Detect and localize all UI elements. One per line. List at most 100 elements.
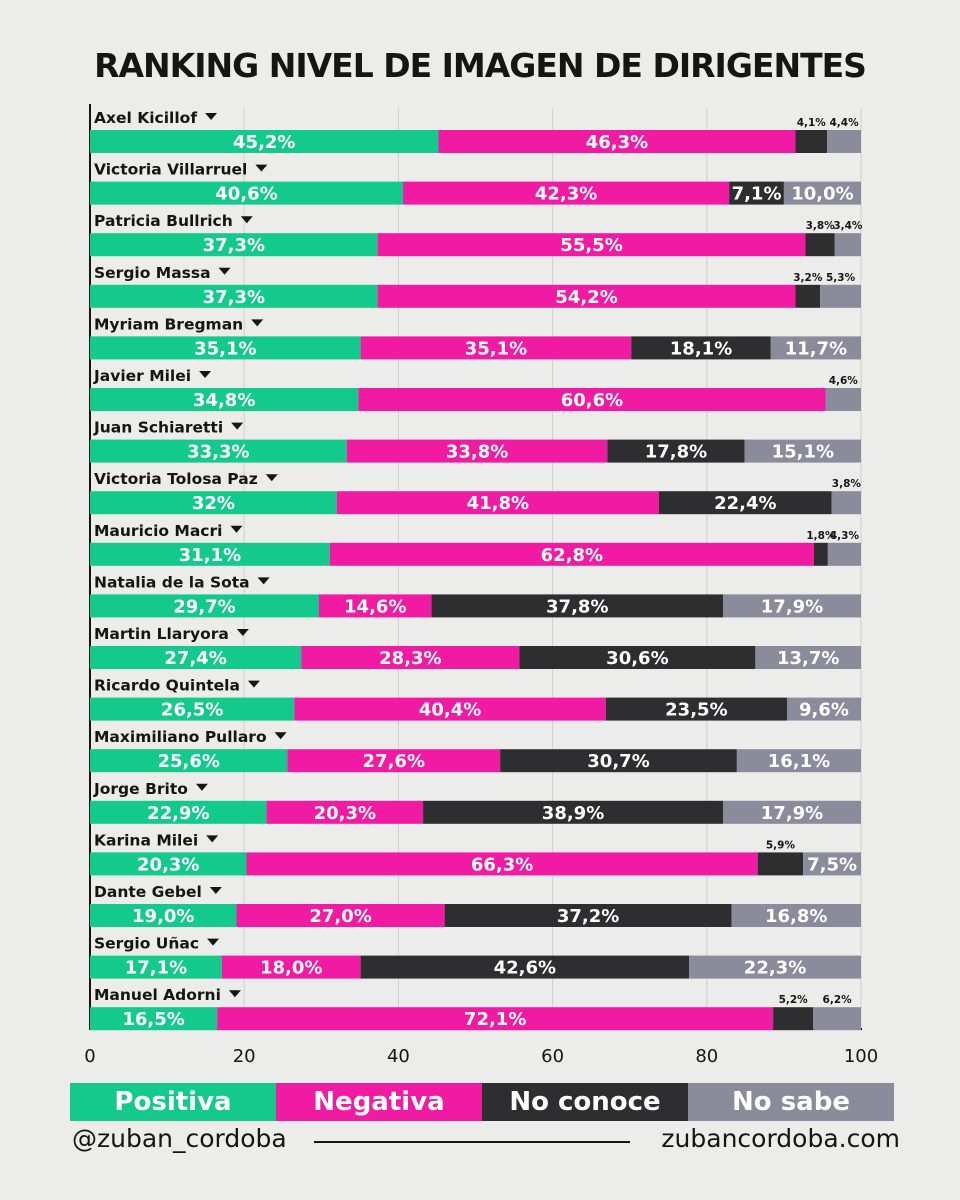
data-label: 27,0% [309, 906, 371, 927]
legend-no-sabe: No sabe [688, 1083, 894, 1121]
politician-name: Victoria Villarruel [94, 161, 247, 179]
bar-segment-no-sabe [827, 130, 861, 153]
bar-segment-positiva [90, 542, 330, 566]
bar-segment-positiva [90, 439, 347, 463]
data-label: 32% [192, 493, 235, 514]
bar-segment-positiva [90, 130, 439, 153]
data-label: 27,6% [363, 751, 425, 772]
bar-segment-no-conoce [431, 594, 723, 618]
data-label: 4,3% [830, 530, 860, 542]
bar-segment-no-sabe [770, 336, 861, 360]
bar-segment-no-conoce [805, 233, 835, 257]
data-label: 22,9% [147, 803, 209, 824]
politician-name: Natalia de la Sota [94, 573, 250, 591]
bar-segment-no-sabe [786, 697, 861, 721]
bar-segment-no-conoce [444, 904, 732, 927]
data-label: 46,3% [586, 132, 648, 153]
legend-no-conoce: No conoce [482, 1083, 688, 1121]
data-label: 15,1% [772, 442, 834, 463]
politician-name: Dante Gebel [94, 883, 202, 901]
bar-segment-positiva [90, 388, 359, 411]
data-label: 16,1% [768, 751, 830, 772]
politician-name: Victoria Tolosa Paz [94, 470, 258, 488]
bar-segment-positiva [90, 284, 378, 308]
bar-segment-no-conoce [500, 749, 737, 773]
dropdown-triangle-icon [230, 525, 243, 533]
dropdown-triangle-icon [207, 938, 220, 946]
bar-segment-positiva [90, 646, 302, 669]
data-label: 42,3% [535, 184, 597, 205]
data-label: 37,3% [203, 287, 265, 308]
legend: Positiva Negativa No conoce No sabe [70, 1083, 894, 1121]
bar-segment-no-sabe [820, 284, 861, 308]
bar-segment-positiva [90, 594, 319, 618]
bar-segment-positiva [90, 336, 361, 360]
politician-name: Patricia Bullrich [94, 212, 233, 230]
data-label: 22,4% [714, 493, 776, 514]
bar-segment-positiva [90, 749, 288, 773]
data-label: 33,3% [187, 442, 249, 463]
chart-title: RANKING NIVEL DE IMAGEN DE DIRIGENTES [94, 46, 867, 85]
legend-label-no-sabe: No sabe [732, 1087, 850, 1117]
bar-segment-negativa [217, 1007, 774, 1031]
data-label: 11,7% [785, 338, 847, 359]
legend-negativa: Negativa [276, 1083, 482, 1121]
bar-segment-negativa [336, 491, 659, 515]
bar-segment-positiva [90, 955, 222, 979]
dropdown-triangle-icon [251, 319, 264, 327]
bar-segment-negativa [377, 233, 806, 257]
dropdown-triangle-icon [231, 422, 244, 430]
politician-name: Sergio Uñac [94, 935, 199, 953]
data-label: 42,6% [494, 958, 556, 979]
data-label: 38,9% [542, 803, 604, 824]
dropdown-triangle-icon [255, 164, 268, 172]
data-label: 7,5% [807, 854, 857, 875]
data-label: 10,0% [791, 184, 853, 205]
bar-segment-no-conoce [729, 181, 784, 205]
data-label: 13,7% [777, 648, 839, 669]
bar-segment-negativa [346, 439, 608, 463]
bar-segment-positiva [90, 904, 237, 927]
legend-label-positiva: Positiva [114, 1087, 232, 1117]
bar-segment-no-conoce [757, 852, 804, 876]
data-label: 16,8% [765, 906, 827, 927]
politician-name: Ricardo Quintela [94, 677, 240, 695]
data-label: 18,1% [670, 338, 732, 359]
bar-segment-no-sabe [722, 800, 861, 824]
bar-segment-no-conoce [631, 336, 771, 360]
data-label: 30,7% [587, 751, 649, 772]
dropdown-triangle-icon [236, 629, 249, 636]
bar-segment-no-sabe [813, 1007, 861, 1031]
dropdown-triangle-icon [206, 835, 219, 843]
bar-segment-negativa [287, 749, 501, 773]
data-label: 4,4% [829, 117, 859, 129]
bar-segment-no-sabe [731, 904, 861, 927]
data-label: 66,3% [471, 854, 533, 875]
bar-segment-no-conoce [519, 646, 756, 669]
bar-segment-positiva [90, 233, 378, 257]
data-label: 35,1% [465, 338, 527, 359]
data-label: 18,0% [260, 958, 322, 979]
footer-handle: @zuban_cordoba [72, 1124, 287, 1153]
dropdown-triangle-icon [265, 474, 278, 482]
data-label: 23,5% [665, 700, 727, 721]
data-label: 28,3% [379, 648, 441, 669]
x-tick-label: 40 [387, 1046, 410, 1067]
bar-segment-no-sabe [825, 388, 861, 411]
bar-segment-no-conoce [795, 130, 828, 153]
data-label: 1,8% [806, 530, 836, 542]
data-label: 17,9% [761, 596, 823, 617]
bar-segment-no-sabe [689, 955, 861, 979]
dropdown-triangle-icon [274, 732, 287, 740]
bar-segment-no-sabe [827, 542, 861, 566]
data-label: 16,5% [122, 1009, 184, 1030]
politician-name: Manuel Adorni [94, 986, 221, 1004]
politician-name: Javier Milei [93, 367, 191, 385]
politician-name: Martin Llaryora [94, 625, 229, 643]
data-label: 5,9% [766, 839, 796, 851]
data-label: 14,6% [344, 596, 406, 617]
data-label: 17,9% [761, 803, 823, 824]
data-label: 17,1% [125, 958, 187, 979]
bar-segment-negativa [318, 594, 432, 618]
data-label: 6,2% [823, 994, 853, 1006]
